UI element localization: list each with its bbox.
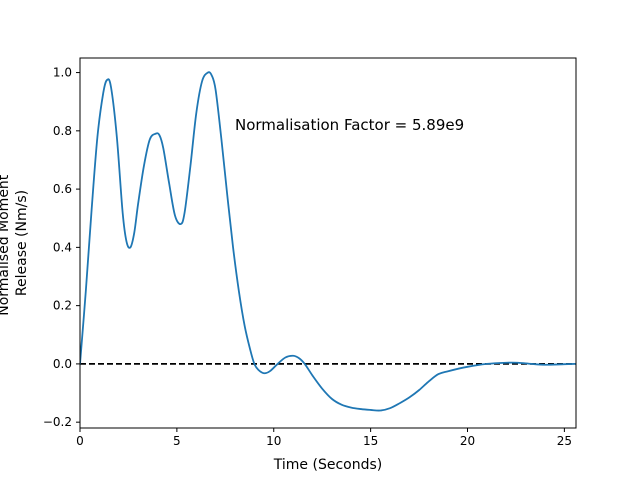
- normalisation-factor-annotation: Normalisation Factor = 5.89e9: [235, 116, 464, 134]
- x-axis-title: Time (Seconds): [273, 457, 382, 473]
- y-tick-label: 0.2: [53, 299, 72, 313]
- x-tick-label: 15: [363, 434, 378, 448]
- x-tick-label: 20: [460, 434, 475, 448]
- y-axis-title-line-1: Normalised Moment: [0, 174, 12, 316]
- y-tick-label: 0.8: [53, 124, 72, 138]
- y-tick-label: 1.0: [53, 66, 72, 80]
- plot-area: [80, 71, 576, 412]
- series-line-0: [80, 71, 576, 412]
- y-tick-label: −0.2: [43, 415, 72, 429]
- axes: 0 5 10 15 20 25 −0.2 0.0 0.2 0.4 0.6 0.8 1.0: [43, 57, 577, 448]
- x-tick-label: 0: [76, 434, 84, 448]
- y-tick-label: 0.4: [53, 240, 72, 254]
- y-axis-title: Normalised Moment Release (Nm/s): [0, 170, 30, 316]
- plot-frame: [79, 57, 577, 429]
- y-tick-label: 0.0: [53, 357, 72, 371]
- y-axis-title-line-2: Release (Nm/s): [14, 190, 30, 296]
- x-tick-label: 25: [557, 434, 572, 448]
- x-tick-label: 5: [173, 434, 181, 448]
- x-tick-label: 10: [266, 434, 281, 448]
- y-tick-label: 0.6: [53, 182, 72, 196]
